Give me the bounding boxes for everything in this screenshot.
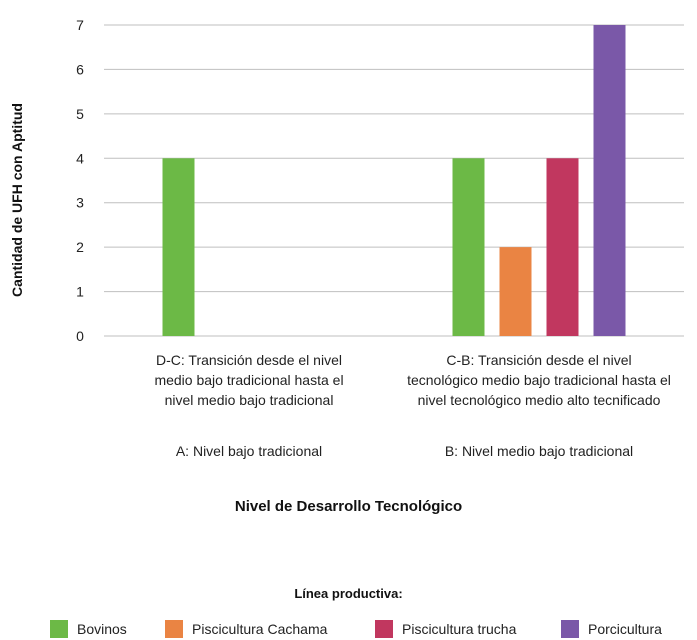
category-label-line: nivel tecnológico medio alto tecnificado (417, 392, 661, 408)
category-level-label: B: Nivel medio bajo tradicional (444, 443, 634, 459)
legend-label: Bovinos (77, 621, 127, 637)
category-label-line: C-B: Transición desde el nivel (446, 352, 632, 368)
legend-item: Piscicultura Cachama (165, 620, 327, 638)
gridlines (104, 24, 684, 337)
bar-bovinos (452, 158, 485, 336)
bars (162, 25, 626, 336)
y-tick-label: 6 (76, 61, 84, 77)
y-tick-label: 7 (76, 17, 84, 33)
category-label: C-B: Transición desde el nivel tecnológic… (394, 350, 684, 410)
legend-swatch (561, 620, 579, 638)
legend-label: Piscicultura Cachama (192, 621, 328, 637)
bar-porcicultura (593, 25, 626, 336)
x-axis-label: Nivel de Desarrollo Tecnológico (234, 498, 463, 515)
bar-piscicultura-trucha (546, 158, 579, 336)
category-label: D-C: Transición desde el nivel medio bajo… (104, 350, 394, 410)
legend-item: Bovinos (50, 620, 127, 638)
y-tick-label: 2 (76, 239, 84, 255)
bar-bovinos (162, 158, 195, 336)
category-label-line: nivel medio bajo tradicional (164, 392, 334, 408)
y-tick-label: 3 (76, 195, 84, 211)
legend-swatch (375, 620, 393, 638)
y-tick-label: 0 (76, 328, 84, 344)
y-tick-label: 4 (76, 150, 84, 166)
category-label-line: tecnológico medio bajo tradicional hasta… (407, 372, 671, 388)
legend-label: Piscicultura trucha (402, 621, 517, 637)
category-label-line: D-C: Transición desde el nivel (156, 352, 342, 368)
category-level-label: A: Nivel bajo tradicional (175, 443, 323, 459)
legend-swatch (50, 620, 68, 638)
y-tick-labels: 0 1 2 3 4 5 6 7 (76, 17, 84, 344)
category-label-line: medio bajo tradicional hasta el (154, 372, 344, 388)
y-axis-label: Cantidad de UFH con Aptitud (9, 103, 25, 297)
legend-title: Línea productiva: (294, 586, 403, 601)
legend-swatch (165, 620, 183, 638)
bar-piscicultura-cachama (499, 247, 532, 336)
y-tick-label: 5 (76, 106, 84, 122)
legend-item: Porcicultura (561, 620, 662, 638)
legend-label: Porcicultura (588, 621, 662, 637)
legend-item: Piscicultura trucha (375, 620, 516, 638)
y-tick-label: 1 (76, 284, 84, 300)
